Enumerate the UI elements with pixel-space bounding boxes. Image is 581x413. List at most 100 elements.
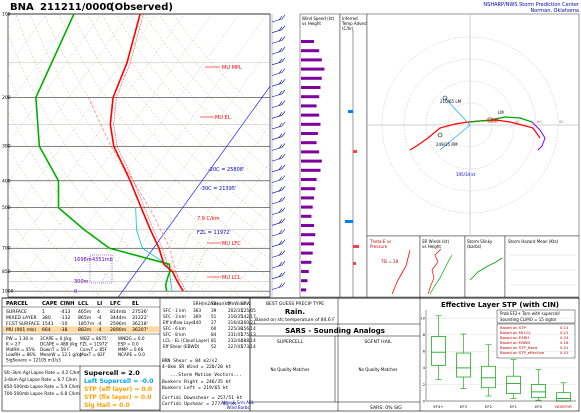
index-col4-1: ESP = 0.0 (118, 341, 139, 346)
slinky-trace (469, 257, 503, 281)
stp-legend-val-4: 0.01 (560, 345, 569, 350)
index-col2-0: 3CAPE = 0 J/kg (40, 336, 72, 341)
wind-speed-bar (301, 132, 318, 135)
sig-hail: Sig Hail = 0.0 (84, 402, 130, 409)
skewt-profiles (35, 14, 187, 292)
stp-iqr-box (481, 365, 496, 389)
wind-speed-bar (301, 122, 321, 126)
hodo-corfidi-marker (487, 117, 493, 123)
stp-panel: Effective Layer STP (with CIN) Prob EF2+… (419, 298, 576, 411)
shear-cell: 363 (193, 308, 201, 313)
shear-cell: 232/44 (228, 338, 243, 343)
parcel-cell: 2890m (110, 327, 127, 333)
sr-panel-frame (419, 235, 466, 298)
stp-fix: STP (fix layer) = 0.0 (84, 394, 152, 401)
credit-line1: NSHARP/NWS Storm Prediction Center (483, 2, 580, 8)
pressure-labels: 100 200 300 400 500 700 850 1000 (2, 12, 14, 295)
barb-shaft (271, 125, 283, 130)
barb-shaft (271, 29, 283, 33)
barb-flag (281, 175, 286, 180)
lapse-rate-2: 850-500mb Lapse Rate = 5.9 C/km (4, 384, 80, 390)
advection-frame (339, 13, 368, 298)
isotherm--70 (8, 14, 130, 183)
stp-legend-val-2: 0.24 (560, 335, 569, 340)
valid-time: 211211/0000 (40, 2, 113, 13)
stp-category-EF1: EF1 (510, 404, 518, 409)
shear-header-1: SRH(m2/s2) (193, 301, 218, 306)
precip-title: BEST GUESS PRECIP TYPE (266, 301, 324, 307)
barb-flag (281, 36, 286, 41)
index-col4-3: NCAPE = 0.0 (118, 352, 145, 357)
dry-adiabat (101, 14, 270, 206)
barb-flag (281, 186, 286, 191)
wind-speed-bar (301, 76, 322, 80)
wind-speed-bar (301, 67, 325, 71)
wind-barb (271, 175, 286, 183)
parcel-cell: 4 (97, 309, 100, 315)
barb-flag-2 (278, 122, 283, 128)
wind-speed-bar (301, 178, 317, 181)
slinky-title: Storm Slinky (467, 239, 493, 244)
barb-flag-2 (278, 261, 283, 267)
hodograph-panel: 210/65 LM 249/35 RM 195/34 kt RM LM 20 40 60 80 (366, 13, 580, 237)
pressure-label-1000: 1000 (2, 289, 14, 295)
mu-mpl-label: MU MPL (222, 65, 242, 71)
wind-speed-bar (301, 288, 307, 292)
hazard-frame (504, 235, 580, 298)
pressure-label-200: 200 (2, 95, 11, 101)
stp-legend-frame (496, 323, 576, 359)
wind-speed-panel: Wind Speed (kt) vs Height (299, 13, 341, 298)
barb-shaft (271, 200, 283, 205)
supercell-frame (79, 365, 161, 411)
advection-bar (353, 245, 359, 248)
parcel-cell: 882m (78, 327, 92, 333)
index-col3-3: MaxT = 82F (80, 352, 106, 357)
isotherm-40 (228, 239, 270, 297)
barb-shaft (271, 104, 283, 108)
index-col1-1: K = 27 (6, 341, 21, 346)
fzl-label: FZL = 11972' (197, 230, 231, 236)
parcel-cell: 814mb (110, 309, 126, 315)
credit-line2: Norman, Oklahoma (531, 8, 580, 14)
dry-adiabat (8, 110, 157, 297)
parcel-cell: 664 (42, 327, 51, 333)
barb-flag (281, 100, 286, 105)
wind-barb (271, 68, 286, 76)
hazard-title: Storm Hazard Mean (Kts) (508, 239, 559, 244)
logo-caption-2: Wind Barbs (227, 405, 250, 410)
barb-flag-2 (278, 283, 283, 288)
wind-barb (271, 89, 286, 98)
pressure-label-500: 500 (2, 205, 11, 211)
shear-cell: 140 (193, 320, 201, 325)
stp-ytick-10: 10 (421, 317, 425, 321)
isotherm--40 (8, 14, 212, 297)
barb-flag (281, 271, 286, 276)
pressure-label-300: 300 (2, 144, 11, 150)
wind-barb (271, 14, 286, 23)
barb-shaft (271, 264, 283, 269)
wind-barb (271, 25, 286, 33)
shear-cell: 125/05 (241, 308, 256, 313)
barb-flag-2 (278, 187, 283, 192)
index-col3-1: FZL = 11972' (80, 341, 108, 346)
stp-category-EF3: EF3 (460, 404, 468, 409)
barb-shaft (271, 82, 283, 87)
wind-speed-bar (301, 113, 320, 117)
sr-trace-2 (429, 254, 453, 295)
pressure-label-850: 850 (2, 269, 11, 275)
index-col1-4: SigSevere = 12105 m3/s3 (6, 358, 61, 363)
wind-speed-title: Wind Speed (kt) (302, 16, 335, 21)
parcel-cell: -10 (60, 321, 68, 327)
advection-bar (353, 150, 357, 153)
sars-title: SARS - Sounding Analogs (285, 327, 385, 335)
barb-flag (281, 282, 286, 287)
barb-flag-2 (278, 251, 283, 256)
barb-flag-2 (278, 90, 283, 96)
shear-cell: 39 (211, 308, 217, 313)
lapse-rate-1: 3-6km Agl Lapse Rate = 6.7 C/km (4, 377, 77, 383)
hodo-trace-high (531, 121, 546, 151)
logo-caption: Hmx & Srm AGL (222, 400, 255, 405)
shear-cell: 216/42 (228, 320, 243, 325)
wind-speed-bar (301, 242, 314, 246)
wind-speed-subtitle: vs Height (302, 21, 321, 26)
